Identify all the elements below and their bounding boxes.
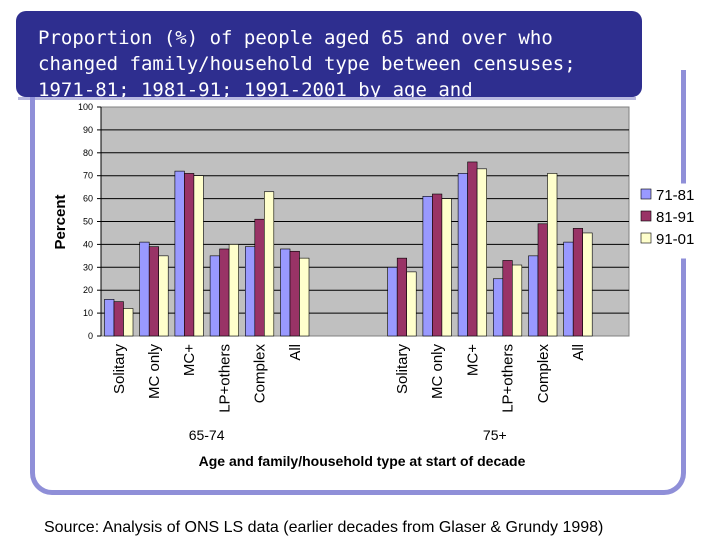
group-label: 75+ <box>483 427 507 443</box>
y-tick-label: 20 <box>83 285 93 295</box>
bar-71-81 <box>174 170 185 337</box>
bar-91-01 <box>476 168 487 337</box>
bar-91-01 <box>406 271 417 337</box>
x-tick-label: All <box>570 344 587 361</box>
bar-81-91 <box>184 173 195 337</box>
bar-91-01 <box>511 264 523 337</box>
bar-81-91 <box>432 193 443 337</box>
y-tick-label: 40 <box>83 239 93 249</box>
x-axis-label: Age and family/household type at start o… <box>199 453 526 469</box>
x-tick-label: All <box>287 344 304 361</box>
frame-edge <box>681 70 686 110</box>
y-tick-label: 0 <box>88 331 93 341</box>
x-tick-label: LP+others <box>216 344 233 413</box>
x-tick-label: Complex <box>252 344 269 404</box>
y-tick-label: 90 <box>83 125 93 135</box>
y-tick-label: 10 <box>83 308 93 318</box>
bar-81-91 <box>254 218 265 337</box>
legend-swatch-91-01 <box>640 232 652 244</box>
bar-81-91 <box>502 260 513 337</box>
bar-91-01 <box>228 244 239 337</box>
x-tick-label: LP+others <box>500 344 517 413</box>
bar-71-81 <box>528 255 539 337</box>
x-tick-label: Complex <box>535 344 552 404</box>
bar-71-81 <box>280 248 291 337</box>
y-tick-label: 30 <box>83 262 93 272</box>
legend-label: 91-01 <box>656 231 694 248</box>
bar-81-91 <box>537 223 548 337</box>
bar-81-91 <box>113 301 124 337</box>
x-tick-label: MC+ <box>464 344 481 376</box>
x-tick-label: MC only <box>429 344 446 400</box>
legend-swatch-81-91 <box>640 210 652 222</box>
bar-91-01 <box>158 255 169 337</box>
x-tick-label: Solitary <box>111 344 128 395</box>
legend-label: 81-91 <box>656 209 694 226</box>
title-divider <box>18 97 636 100</box>
group-label: 65-74 <box>189 427 225 443</box>
bar-91-01 <box>441 198 452 337</box>
x-tick-label: MC+ <box>181 344 198 376</box>
x-tick-label: MC only <box>146 344 163 400</box>
legend-swatch-71-81 <box>640 188 652 200</box>
bar-71-81 <box>492 278 504 337</box>
bar-71-81 <box>422 196 433 337</box>
source-note: Source: Analysis of ONS LS data (earlier… <box>44 519 604 536</box>
bar-71-81 <box>387 266 398 337</box>
y-tick-label: 60 <box>83 194 93 204</box>
bar-91-01 <box>299 257 310 337</box>
y-tick-label: 80 <box>83 148 93 158</box>
bar-81-91 <box>148 246 159 337</box>
content-frame <box>30 97 686 495</box>
bar-91-01 <box>193 175 204 337</box>
bar-91-01 <box>582 232 593 337</box>
bar-71-81 <box>245 246 256 337</box>
bar-71-81 <box>209 255 220 337</box>
y-tick-label: 70 <box>83 171 93 181</box>
bar-81-91 <box>572 228 584 337</box>
bar-81-91 <box>396 257 408 337</box>
x-tick-label: Solitary <box>394 344 411 395</box>
bar-91-01 <box>263 191 275 337</box>
y-axis-label: Percent <box>52 194 69 249</box>
bar-71-81 <box>139 241 150 337</box>
title-banner: Proportion (%) of people aged 65 and ove… <box>16 11 642 127</box>
bar-71-81 <box>104 299 115 337</box>
bar-81-91 <box>289 250 300 337</box>
bar-81-91 <box>467 161 478 337</box>
bar-91-01 <box>123 308 134 337</box>
y-tick-label: 50 <box>83 217 93 227</box>
bar-81-91 <box>219 248 230 337</box>
bar-91-01 <box>547 173 558 337</box>
legend-label: 71-81 <box>656 187 694 204</box>
y-tick-label: 100 <box>78 102 93 112</box>
bar-71-81 <box>457 173 468 337</box>
bar-71-81 <box>563 241 574 337</box>
